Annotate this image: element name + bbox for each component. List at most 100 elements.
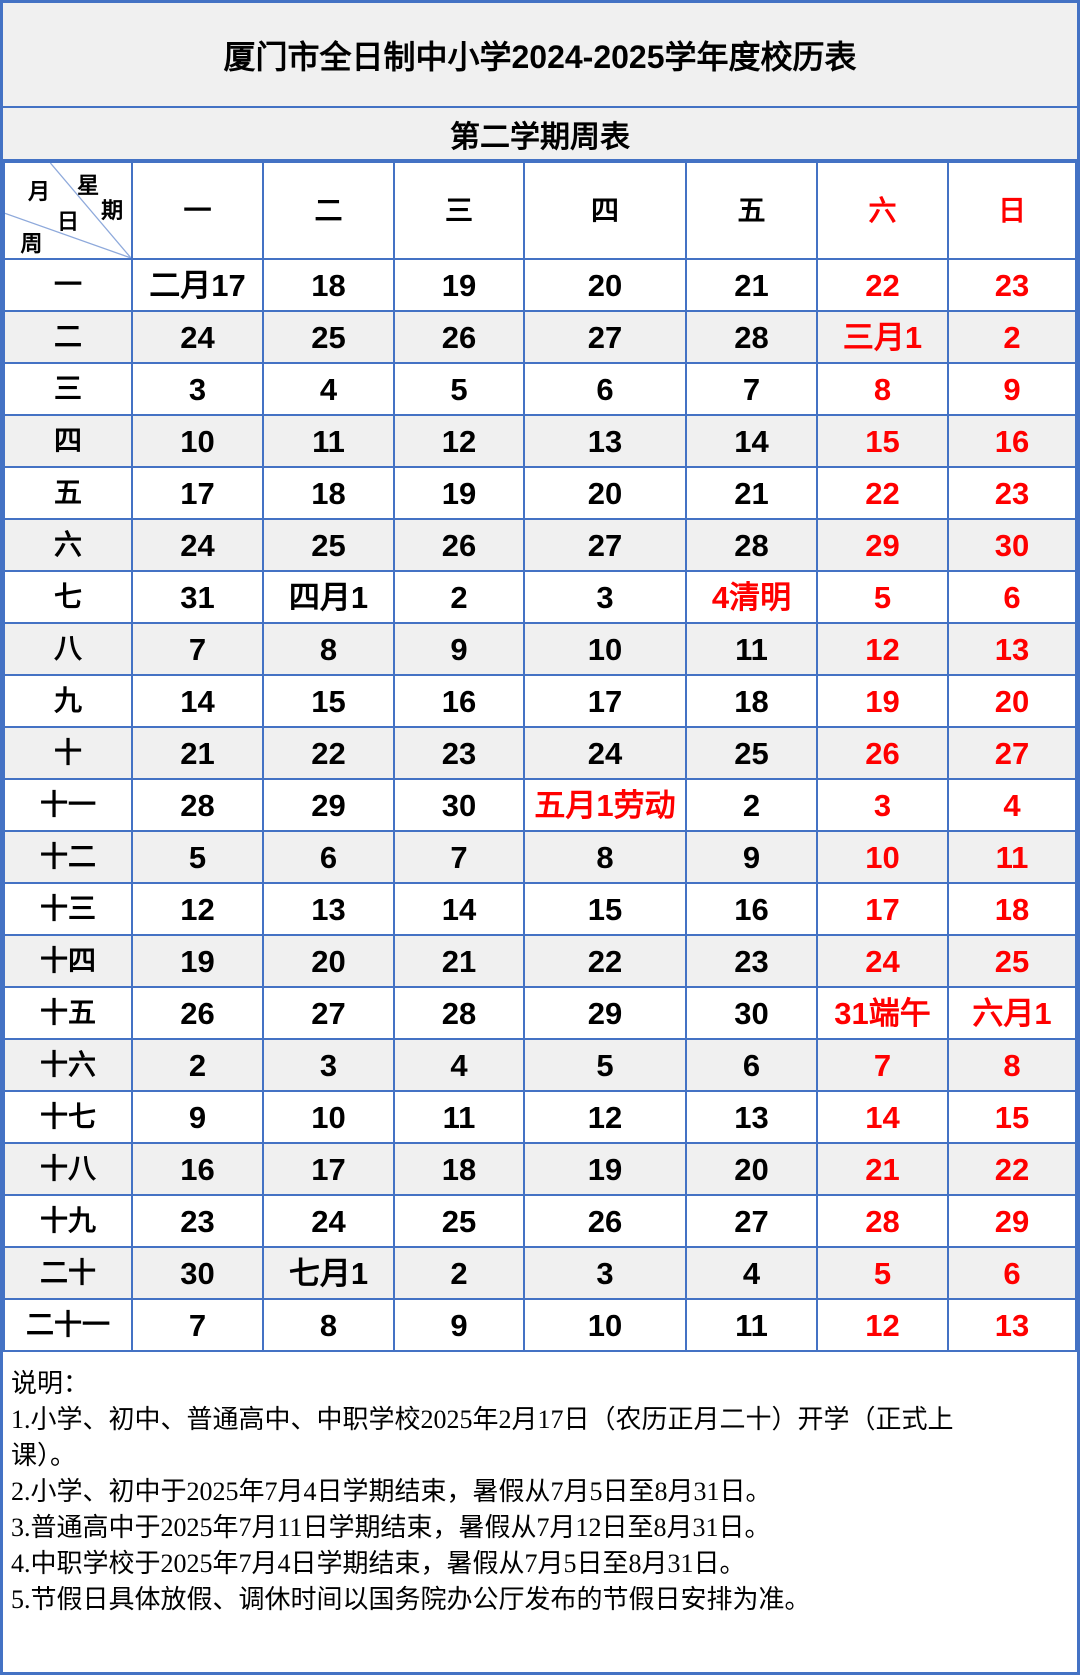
date-cell: 14 bbox=[393, 882, 525, 936]
week-row-1: 一二月17 18 19 20 21 22 23 bbox=[3, 258, 1077, 312]
date-cell: 18 bbox=[262, 466, 395, 520]
date-cell: 25 bbox=[393, 1194, 525, 1248]
date-cell: 25 bbox=[262, 518, 395, 572]
date-cell: 11 bbox=[685, 1298, 818, 1352]
date-cell: 26 bbox=[523, 1194, 687, 1248]
corner-weekday-char: 期 bbox=[101, 198, 124, 224]
date-cell: 19 bbox=[393, 466, 525, 520]
date-cell: 13 bbox=[947, 622, 1077, 676]
date-cell: 三月1 bbox=[816, 310, 949, 364]
week-label: 十一 bbox=[3, 778, 133, 832]
date-cell: 5 bbox=[816, 570, 949, 624]
date-cell: 28 bbox=[685, 310, 818, 364]
date-cell: 25 bbox=[685, 726, 818, 780]
date-cell: 8 bbox=[262, 622, 395, 676]
date-cell: 24 bbox=[523, 726, 687, 780]
date-cell: 10 bbox=[131, 414, 264, 468]
date-cell: 13 bbox=[685, 1090, 818, 1144]
week-row-19: 十九 23 24 25 26 27 28 29 bbox=[3, 1194, 1077, 1248]
date-cell: 18 bbox=[685, 674, 818, 728]
date-cell: 15 bbox=[816, 414, 949, 468]
day-header-wed: 三 bbox=[393, 161, 525, 260]
date-cell: 19 bbox=[393, 258, 525, 312]
date-cell: 4 bbox=[947, 778, 1077, 832]
date-cell: 4 bbox=[393, 1038, 525, 1092]
week-label: 十八 bbox=[3, 1142, 133, 1196]
date-cell: 27 bbox=[523, 310, 687, 364]
day-header-mon: 一 bbox=[131, 161, 264, 260]
date-cell: 8 bbox=[816, 362, 949, 416]
week-label: 十三 bbox=[3, 882, 133, 936]
date-cell: 20 bbox=[685, 1142, 818, 1196]
date-cell: 22 bbox=[947, 1142, 1077, 1196]
week-label: 十二 bbox=[3, 830, 133, 884]
date-cell: 四月1 bbox=[262, 570, 395, 624]
date-cell: 五月1劳动 bbox=[523, 778, 687, 832]
date-cell: 14 bbox=[685, 414, 818, 468]
date-cell: 24 bbox=[262, 1194, 395, 1248]
week-row-18: 十八 16 17 18 19 20 21 22 bbox=[3, 1142, 1077, 1196]
date-cell: 9 bbox=[685, 830, 818, 884]
note-item-4: 4.中职学校于2025年7月4日学期结束，暑假从7月5日至8月31日。 bbox=[11, 1549, 746, 1578]
diagonal-split-lines bbox=[5, 163, 131, 258]
date-cell: 16 bbox=[393, 674, 525, 728]
date-cell: 17 bbox=[523, 674, 687, 728]
date-cell: 23 bbox=[947, 258, 1077, 312]
week-row-21: 二十一 7 8 9 10 11 12 13 bbox=[3, 1298, 1077, 1352]
date-cell: 27 bbox=[523, 518, 687, 572]
date-cell: 12 bbox=[393, 414, 525, 468]
week-row-8: 八 7 8 9 10 11 12 13 bbox=[3, 622, 1077, 676]
date-cell: 14 bbox=[816, 1090, 949, 1144]
date-cell: 10 bbox=[523, 1298, 687, 1352]
date-cell: 28 bbox=[393, 986, 525, 1040]
date-cell: 3 bbox=[131, 362, 264, 416]
date-cell: 23 bbox=[393, 726, 525, 780]
date-cell: 15 bbox=[262, 674, 395, 728]
page-title: 厦门市全日制中小学2024-2025学年度校历表 bbox=[3, 3, 1077, 108]
date-cell: 23 bbox=[685, 934, 818, 988]
week-label: 十四 bbox=[3, 934, 133, 988]
date-cell: 16 bbox=[947, 414, 1077, 468]
week-label: 二十 bbox=[3, 1246, 133, 1300]
date-cell: 2 bbox=[947, 310, 1077, 364]
date-cell: 24 bbox=[816, 934, 949, 988]
calendar-table: 月 星期 日 周 一二三四五六日 一二月17 18 19 20 21 22 23 二 24 25 2… bbox=[3, 161, 1077, 1352]
date-cell: 21 bbox=[685, 258, 818, 312]
corner-week-label: 周 bbox=[20, 230, 43, 256]
date-cell: 15 bbox=[947, 1090, 1077, 1144]
week-row-16: 十六 2 3 4 5 6 7 8 bbox=[3, 1038, 1077, 1092]
week-label: 二 bbox=[3, 310, 133, 364]
date-cell: 26 bbox=[393, 518, 525, 572]
week-row-2: 二 24 25 26 27 28 三月1 2 bbox=[3, 310, 1077, 364]
date-cell: 16 bbox=[685, 882, 818, 936]
day-header-sun: 日 bbox=[947, 161, 1077, 260]
date-cell: 3 bbox=[262, 1038, 395, 1092]
note-item-1: 1.小学、初中、普通高中、中职学校2025年2月17日（农历正月二十）开学（正式… bbox=[11, 1405, 954, 1470]
corner-weekday-char: 星 bbox=[77, 172, 100, 198]
date-cell: 9 bbox=[393, 622, 525, 676]
date-cell: 3 bbox=[816, 778, 949, 832]
corner-month-label: 月 bbox=[28, 179, 51, 205]
date-cell: 7 bbox=[393, 830, 525, 884]
week-row-13: 十三 12 13 14 15 16 17 18 bbox=[3, 882, 1077, 936]
date-cell: 7 bbox=[131, 1298, 264, 1352]
date-cell: 10 bbox=[816, 830, 949, 884]
date-cell: 7 bbox=[131, 622, 264, 676]
date-cell: 13 bbox=[523, 414, 687, 468]
date-cell: 11 bbox=[262, 414, 395, 468]
date-cell: 29 bbox=[947, 1194, 1077, 1248]
date-cell: 4 bbox=[685, 1246, 818, 1300]
date-cell: 30 bbox=[393, 778, 525, 832]
week-label: 九 bbox=[3, 674, 133, 728]
date-cell: 14 bbox=[131, 674, 264, 728]
date-cell: 26 bbox=[816, 726, 949, 780]
date-cell: 2 bbox=[393, 570, 525, 624]
date-cell: 23 bbox=[947, 466, 1077, 520]
note-item-5: 5.节假日具体放假、调休时间以国务院办公厅发布的节假日安排为准。 bbox=[11, 1585, 811, 1614]
date-cell: 10 bbox=[523, 622, 687, 676]
date-cell: 7 bbox=[816, 1038, 949, 1092]
week-row-14: 十四 19 20 21 22 23 24 25 bbox=[3, 934, 1077, 988]
date-cell: 26 bbox=[131, 986, 264, 1040]
date-cell: 22 bbox=[523, 934, 687, 988]
